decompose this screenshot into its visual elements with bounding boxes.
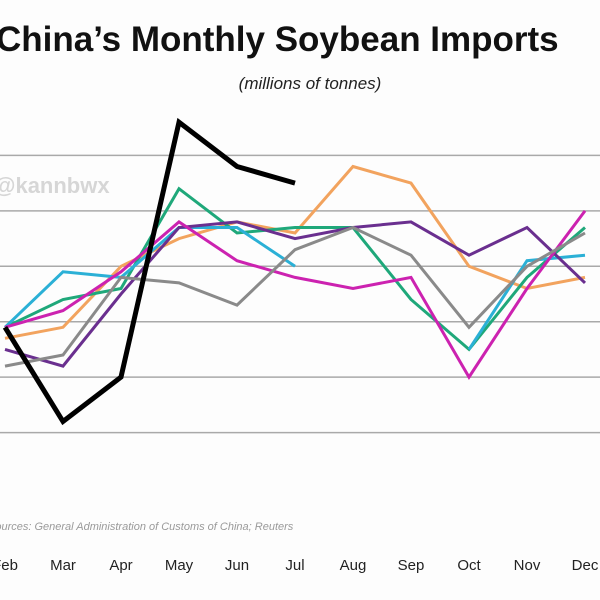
- x-tick-label: Oct: [457, 557, 481, 574]
- series-line-1: [4, 164, 586, 340]
- series-line-0: [2, 117, 296, 426]
- series-line-5: [4, 210, 587, 380]
- x-tick-label: Mar: [50, 557, 76, 574]
- x-tick-label: Jul: [285, 557, 304, 574]
- series-line-6: [4, 225, 586, 368]
- x-tick-label: Sep: [398, 557, 425, 574]
- x-tick-label: Jun: [225, 557, 249, 574]
- x-tick-label: Feb: [0, 557, 18, 574]
- x-tick-label: May: [165, 557, 194, 574]
- source-note: Sources: General Administration of Custo…: [0, 521, 294, 533]
- watermark-text: @kannbwx: [0, 173, 110, 198]
- x-tick-label: Apr: [109, 557, 132, 574]
- series-lines: [2, 117, 587, 426]
- chart-subtitle: (millions of tonnes): [238, 74, 382, 93]
- series-line-4: [4, 220, 587, 368]
- series-line-2: [4, 186, 586, 352]
- x-axis-tick-labels: JanFebMarAprMayJunJulAugSepOctNovDec: [0, 557, 599, 574]
- chart-title: China’s Monthly Soybean Imports: [0, 20, 559, 59]
- series-line-3: [467, 253, 586, 351]
- x-tick-label: Dec: [572, 557, 599, 574]
- x-tick-label: Aug: [340, 557, 367, 574]
- x-tick-label: Nov: [514, 557, 541, 574]
